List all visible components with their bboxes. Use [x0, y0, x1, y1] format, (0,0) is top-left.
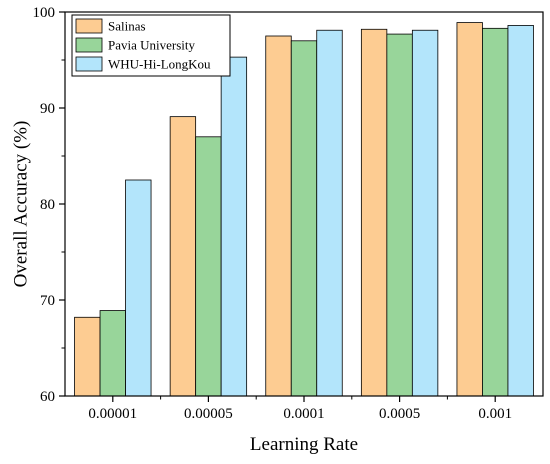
y-tick-label: 80	[40, 197, 55, 213]
x-axis-title: Learning Rate	[250, 434, 358, 455]
bar-salinas-0.0001	[265, 35, 292, 397]
x-tick-label: 0.0005	[379, 406, 420, 422]
y-axis-title: Overall Accuracy (%)	[10, 121, 31, 288]
y-tick-label: 60	[40, 389, 55, 405]
x-tick-label: 0.001	[478, 406, 512, 422]
bar-pavia-university-0.001	[482, 27, 509, 397]
bar-salinas-0.0005	[360, 28, 388, 397]
x-axis: 0.00001 0.00005 0.0001 0.0005 0.001	[88, 396, 512, 422]
bar-whu-hi-longkou-0.0005	[411, 29, 439, 397]
bar-pavia-university-0.00005	[195, 136, 222, 397]
legend-label: Pavia University	[108, 38, 196, 53]
bar-whu-hi-longkou-0.0001	[316, 29, 343, 397]
bar-salinas-0.001	[456, 22, 483, 397]
bar-pavia-university-0.0005	[386, 33, 413, 397]
bar-whu-hi-longkou-0.001	[507, 25, 534, 397]
bars-layer	[74, 22, 534, 397]
bar-pavia-university-0.0001	[290, 40, 318, 397]
bar-salinas-0.00001	[74, 316, 101, 397]
y-tick-label: 100	[33, 5, 56, 21]
legend: Salinas Pavia University WHU-Hi-LongKou	[71, 14, 231, 77]
legend-swatch	[75, 56, 103, 72]
y-tick-label: 90	[40, 101, 55, 117]
bar-salinas-0.00005	[169, 116, 197, 397]
y-tick-label: 70	[40, 293, 55, 309]
x-tick-label: 0.0001	[283, 406, 324, 422]
x-tick-label: 0.00001	[88, 406, 137, 422]
x-tick-label: 0.00005	[184, 406, 233, 422]
y-axis: 60 70 80 90 100	[33, 5, 65, 405]
legend-swatch	[75, 18, 103, 34]
bar-whu-hi-longkou-0.00001	[125, 179, 152, 397]
legend-label: WHU-Hi-LongKou	[108, 57, 211, 72]
bar-whu-hi-longkou-0.00005	[220, 56, 248, 397]
legend-swatch	[75, 37, 103, 53]
bar-pavia-university-0.00001	[99, 310, 126, 397]
legend-label: Salinas	[108, 19, 146, 34]
